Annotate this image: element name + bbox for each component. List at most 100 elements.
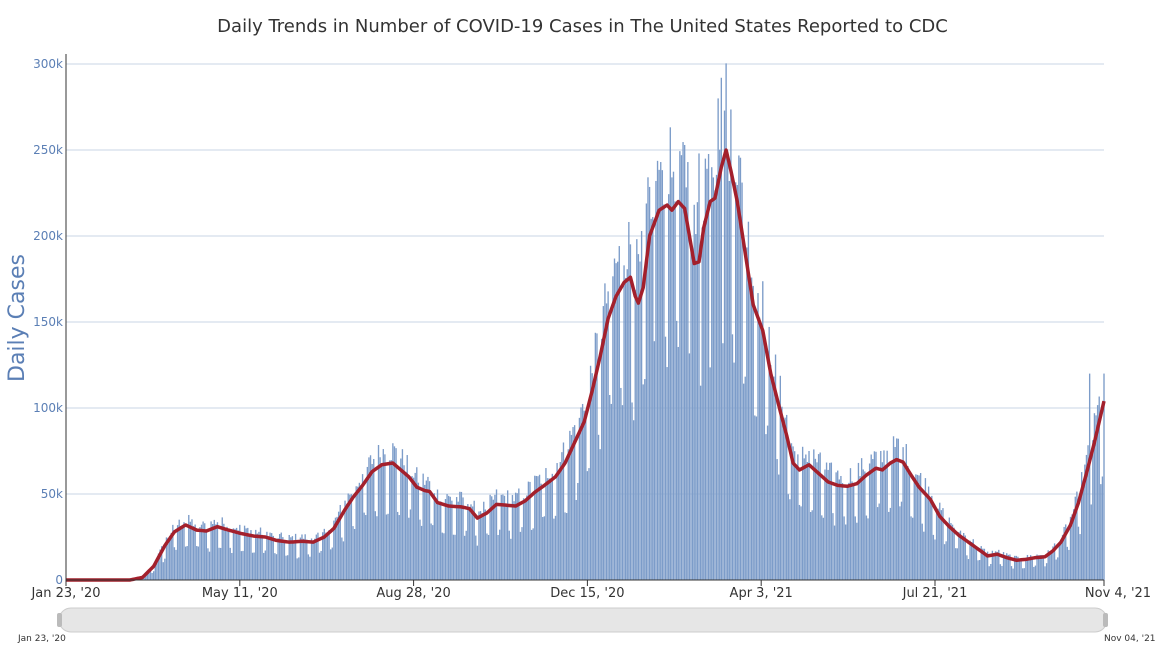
x-tick-label: Apr 3, '21: [730, 586, 793, 601]
daily-case-bar: [656, 160, 659, 580]
daily-case-bar: [336, 516, 338, 580]
daily-case-bar: [371, 464, 373, 580]
daily-case-bar: [985, 553, 987, 580]
daily-case-bar: [237, 530, 239, 580]
daily-case-bar: [457, 501, 459, 580]
daily-case-bar: [323, 528, 325, 580]
daily-case-bar: [771, 377, 774, 580]
daily-case-bar: [1031, 557, 1033, 580]
daily-case-bar: [290, 537, 292, 580]
daily-case-bar: [444, 499, 447, 580]
daily-case-bar: [994, 551, 997, 580]
daily-case-bar: [1050, 551, 1053, 580]
daily-case-bar: [554, 515, 557, 580]
daily-case-bar: [259, 527, 262, 580]
daily-case-bar: [1009, 554, 1011, 580]
daily-case-bar: [661, 170, 664, 580]
x-tick-labels: Jan 23, '20 May 11, '20 Aug 28, '20 Dec 15,…: [30, 580, 1151, 601]
daily-case-bar: [734, 182, 737, 580]
daily-case-bar: [392, 443, 394, 580]
daily-case-bar: [263, 552, 265, 580]
daily-case-bar: [786, 414, 788, 580]
daily-case-bar: [822, 517, 825, 580]
daily-case-bar: [200, 524, 203, 580]
daily-case-bar: [438, 502, 440, 580]
daily-case-bar: [583, 410, 585, 580]
daily-case-bar: [1071, 514, 1073, 580]
daily-case-bar: [685, 187, 687, 581]
navigator-end-label: Nov 04, '21: [1104, 634, 1156, 644]
daily-case-bar: [617, 261, 619, 580]
daily-case-bar: [919, 473, 922, 580]
daily-case-bar: [894, 447, 896, 580]
daily-case-bar: [170, 532, 172, 580]
daily-case-bar: [178, 519, 180, 580]
daily-case-bar: [677, 346, 679, 580]
daily-case-bar: [846, 484, 848, 580]
daily-case-bar: [581, 403, 584, 580]
daily-case-bar: [832, 513, 834, 580]
daily-case-bar: [915, 474, 917, 580]
daily-case-bar: [404, 471, 407, 580]
daily-case-bar: [789, 499, 791, 580]
daily-case-bar: [883, 450, 885, 580]
daily-case-bar: [559, 462, 561, 580]
daily-case-bar: [1069, 516, 1072, 580]
daily-case-bar: [239, 524, 241, 580]
daily-case-bar: [390, 460, 392, 580]
daily-case-bar: [189, 521, 192, 580]
daily-case-bar: [1023, 568, 1025, 580]
daily-case-bar: [1012, 568, 1014, 580]
daily-case-bar: [996, 551, 998, 580]
daily-case-bar: [691, 252, 694, 580]
daily-case-bar: [387, 513, 389, 580]
daily-case-bar: [958, 532, 960, 580]
range-navigator[interactable]: [57, 607, 1108, 633]
daily-case-bar: [845, 524, 847, 580]
daily-case-bar: [776, 459, 778, 580]
daily-case-bar: [816, 462, 818, 580]
daily-case-bar: [934, 539, 936, 580]
daily-case-bar: [278, 534, 281, 580]
daily-case-bar: [624, 277, 627, 580]
daily-case-bar: [978, 560, 981, 580]
daily-case-bar: [218, 547, 220, 580]
daily-case-bar: [315, 534, 318, 580]
daily-case-bar: [184, 546, 187, 580]
daily-case-bar: [596, 333, 598, 580]
x-tick-label: May 11, '20: [202, 586, 278, 601]
daily-case-bar: [813, 449, 815, 580]
daily-case-bar: [173, 547, 176, 580]
daily-case-bar: [795, 465, 797, 580]
daily-case-bar: [172, 524, 174, 580]
daily-case-bar: [229, 547, 231, 580]
daily-case-bar: [752, 285, 754, 580]
daily-case-bar: [819, 452, 821, 580]
navigator-left-handle[interactable]: [57, 613, 62, 627]
daily-case-bar: [703, 220, 705, 580]
daily-case-bar: [467, 504, 469, 580]
daily-case-bar: [671, 177, 673, 580]
daily-case-bar: [530, 529, 533, 580]
daily-case-bar: [904, 463, 906, 580]
daily-case-bar: [420, 525, 423, 580]
daily-case-bar: [932, 534, 935, 580]
daily-case-bar: [873, 451, 876, 580]
daily-case-bar: [1002, 552, 1005, 580]
daily-case-bar: [519, 531, 522, 580]
daily-case-bar: [577, 482, 579, 580]
daily-case-bar: [168, 536, 171, 580]
daily-case-bar: [192, 526, 195, 580]
daily-case-bar: [640, 231, 643, 580]
daily-case-bar: [892, 436, 895, 580]
daily-case-bar: [212, 523, 214, 580]
daily-case-bar: [382, 449, 384, 580]
daily-case-bar: [538, 474, 541, 580]
daily-case-bar: [293, 541, 295, 580]
daily-case-bar: [843, 516, 845, 580]
navigator-track[interactable]: [58, 607, 1108, 633]
daily-case-bar: [888, 511, 890, 580]
navigator-right-handle[interactable]: [1103, 613, 1108, 627]
daily-case-bar: [738, 155, 740, 580]
daily-case-bar: [750, 277, 753, 580]
